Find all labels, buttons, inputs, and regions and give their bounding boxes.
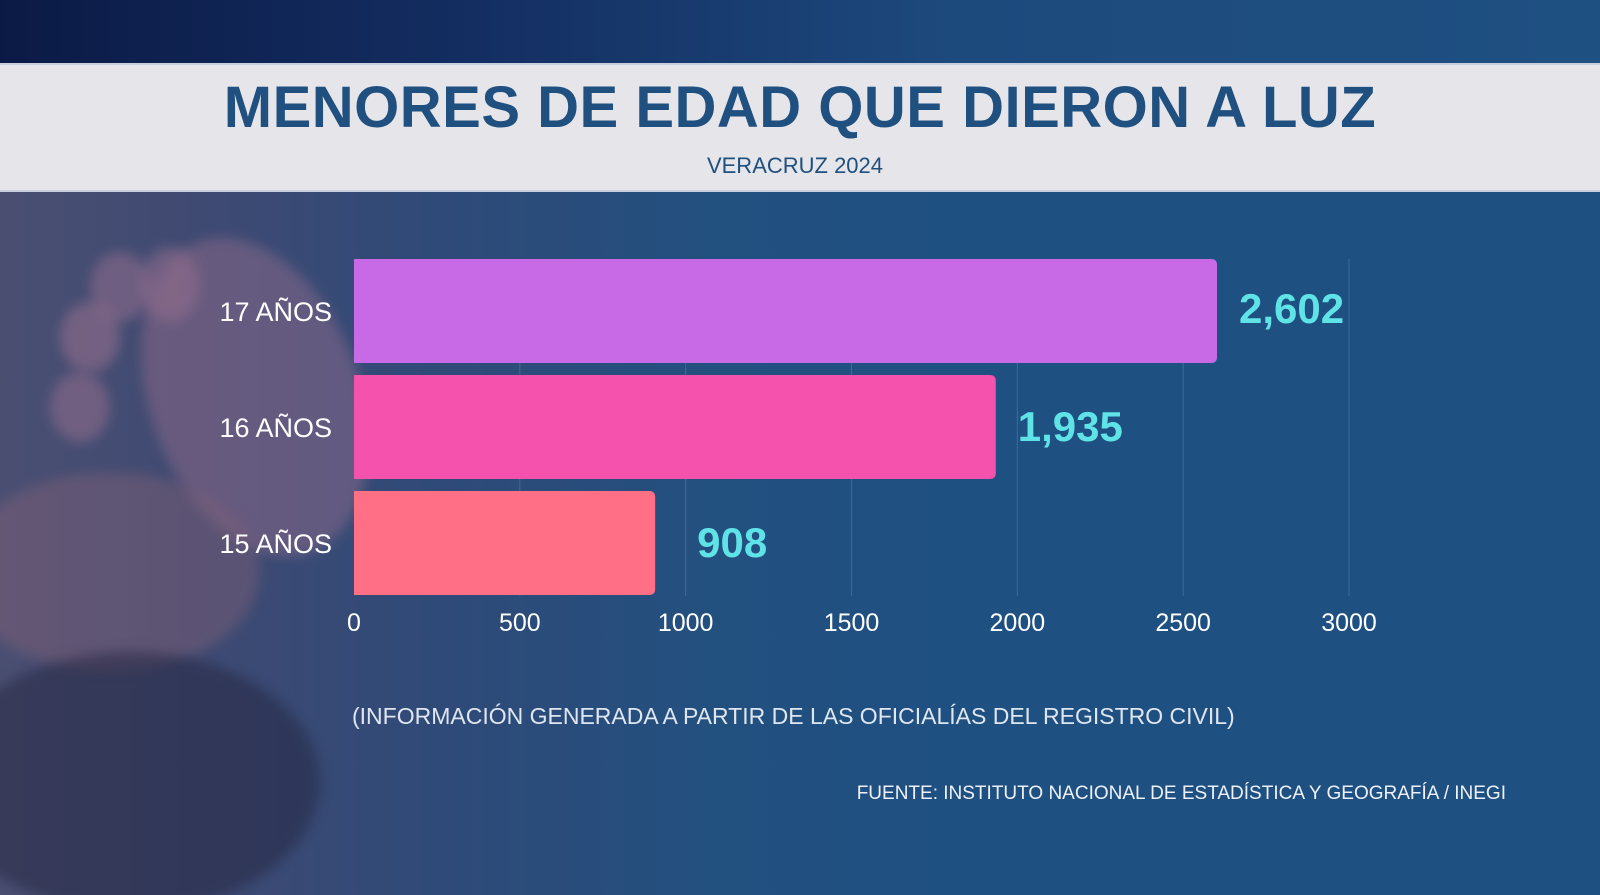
title-band [0,63,1600,192]
data-note: (INFORMACIÓN GENERADA A PARTIR DE LAS OF… [352,703,1235,729]
bar [354,259,1217,363]
category-label: 17 AÑOS [219,296,332,327]
page-subtitle: VERACRUZ 2024 [706,153,884,178]
x-tick-label: 2000 [990,609,1046,637]
bar [354,491,656,595]
category-label: 16 AÑOS [219,412,332,443]
data-label: 1,935 [1018,403,1123,450]
baby-feet-photo [0,192,720,895]
data-label: 908 [697,519,767,566]
x-tick-label: 1500 [824,609,880,637]
category-label: 15 AÑOS [219,528,332,559]
x-tick-label: 3000 [1321,609,1377,637]
x-tick-label: 1000 [658,609,714,637]
x-tick-label: 500 [499,609,541,637]
page-title: MENORES DE EDAD QUE DIERON A LUZ [223,75,1377,140]
top-banner-background [0,0,1600,64]
source-credit: FUENTE: INSTITUTO NACIONAL DE ESTADÍSTIC… [856,783,1506,804]
data-label: 2,602 [1239,285,1344,332]
bar [354,375,996,479]
x-tick-label: 2500 [1155,609,1211,637]
x-tick-label: 0 [347,609,361,637]
